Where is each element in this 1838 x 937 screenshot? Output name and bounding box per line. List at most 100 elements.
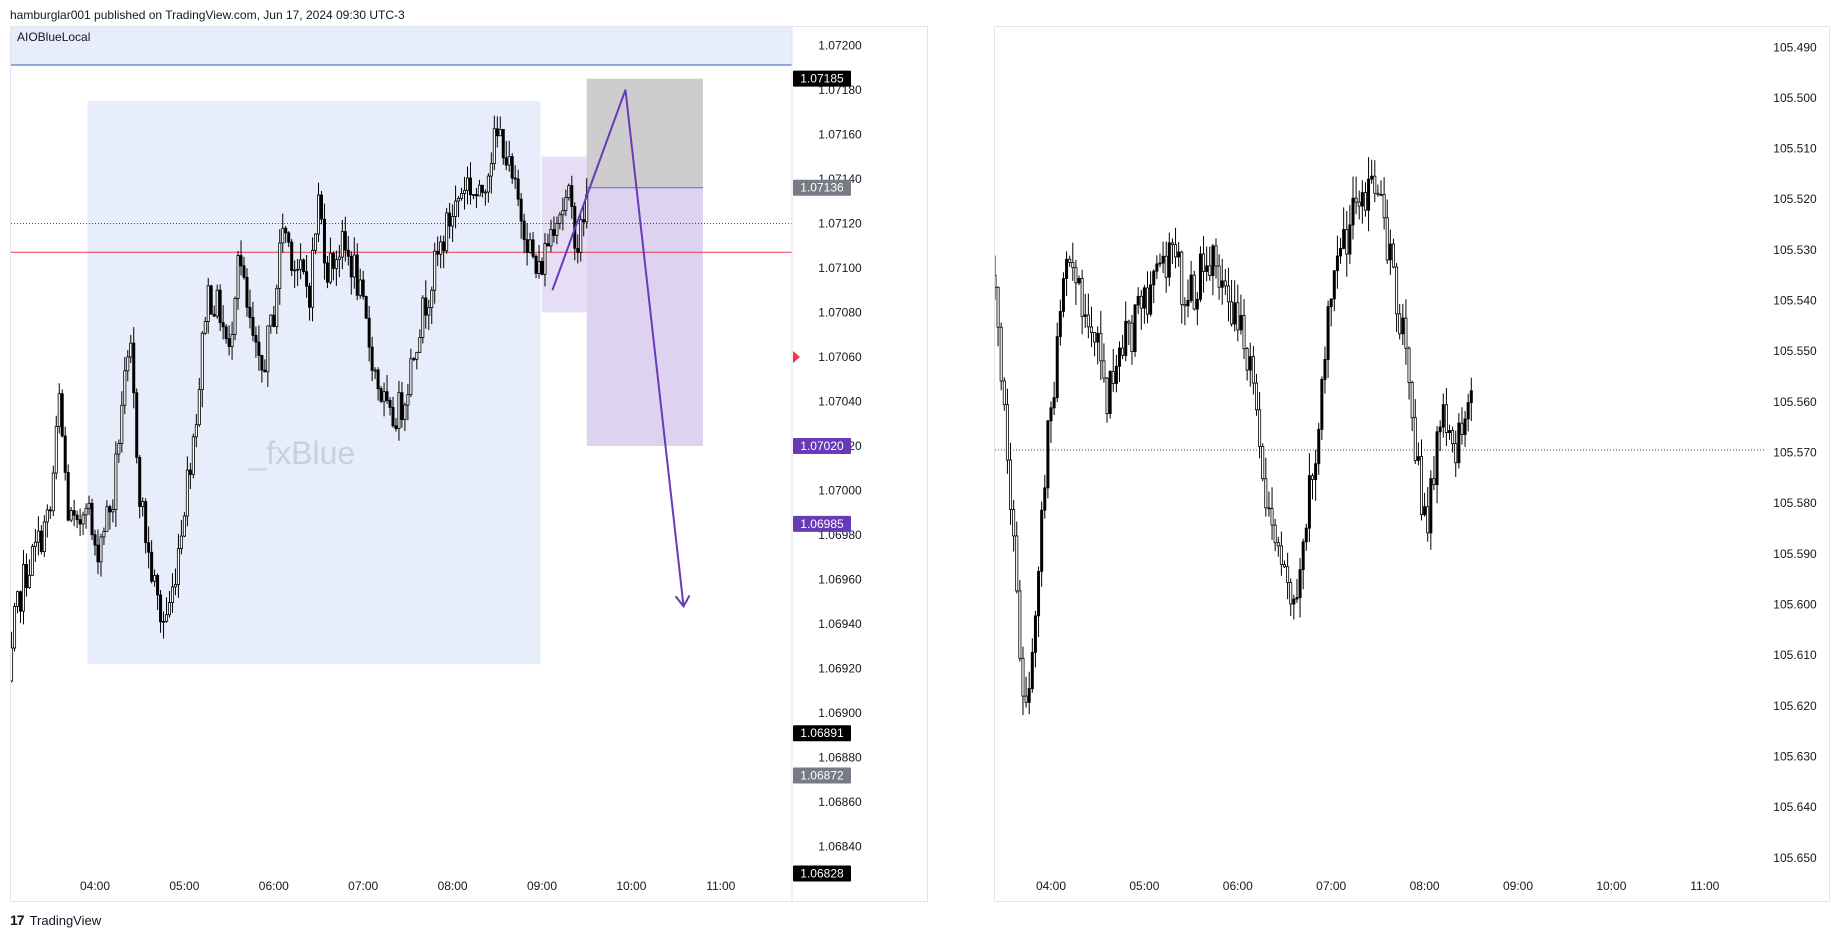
candle — [349, 251, 353, 295]
candle — [1015, 521, 1019, 594]
tradingview-logo-icon: 17 — [10, 912, 25, 928]
candle — [200, 331, 204, 408]
candle — [156, 573, 160, 610]
price-tag[interactable]: 1.06872 — [793, 767, 851, 784]
candle — [54, 415, 58, 480]
candle — [1108, 370, 1112, 419]
candle — [1239, 294, 1243, 335]
y-tick-label: 105.550 — [1773, 344, 1817, 358]
candle — [1152, 269, 1156, 304]
right-chart-svg[interactable]: 105.490 105.500 105.510 105.520 105.530 105.5… — [995, 27, 1829, 901]
candle — [117, 439, 121, 463]
candle — [540, 257, 544, 276]
candle — [24, 553, 28, 597]
candle — [69, 506, 73, 523]
candle — [451, 204, 455, 243]
left-chart-svg[interactable]: AIOBlueLocal_fxBlue1.072001.071801.07160… — [11, 27, 927, 901]
candle — [1314, 449, 1318, 501]
left-candles — [11, 115, 589, 683]
candle — [483, 189, 487, 206]
y-tick-label: 1.07040 — [818, 394, 862, 408]
candle — [1061, 272, 1065, 318]
candle — [1258, 391, 1262, 459]
candle — [36, 516, 40, 556]
candle — [549, 219, 553, 253]
candle — [534, 253, 538, 279]
candle — [1005, 388, 1009, 474]
zone-target-zone[interactable] — [586, 187, 703, 446]
candle — [1068, 255, 1072, 267]
candle — [144, 498, 148, 554]
y-tick-label: 105.600 — [1773, 598, 1817, 612]
candle — [322, 203, 326, 280]
alert-marker-icon[interactable] — [793, 350, 800, 363]
candle — [314, 233, 318, 255]
price-tag[interactable]: 1.07136 — [793, 179, 851, 196]
candle — [337, 244, 341, 278]
candle — [311, 237, 315, 322]
candle — [1189, 260, 1193, 303]
candle — [1099, 310, 1103, 381]
candle — [1052, 381, 1056, 416]
candle — [492, 115, 496, 171]
candle — [439, 235, 443, 269]
zone-stop-zone[interactable] — [586, 78, 703, 188]
candle — [1217, 254, 1221, 300]
candle — [579, 215, 583, 262]
projection-arrow[interactable] — [551, 89, 685, 607]
y-tick-label: 105.610 — [1773, 648, 1817, 662]
candle — [1342, 207, 1346, 250]
x-tick-label: 07:00 — [348, 879, 378, 893]
price-tag[interactable]: 1.06985 — [793, 515, 851, 532]
candle — [1065, 251, 1069, 296]
candle — [272, 305, 276, 328]
candle — [445, 207, 449, 254]
candle — [93, 529, 97, 556]
candle — [519, 192, 523, 239]
price-tag[interactable]: 1.07185 — [793, 70, 851, 87]
candle — [501, 128, 505, 165]
candle — [370, 336, 374, 382]
candle — [1074, 259, 1078, 306]
candle — [373, 367, 377, 380]
candle — [48, 506, 52, 519]
candle — [1429, 470, 1433, 550]
candle — [1351, 176, 1355, 240]
candle — [1348, 204, 1352, 264]
candle — [1432, 456, 1436, 491]
candle — [263, 359, 267, 373]
price-tag[interactable]: 1.06891 — [793, 725, 851, 742]
candle — [299, 243, 303, 280]
candle — [1049, 401, 1053, 443]
right-chart-panel[interactable]: 105.490 105.500 105.510 105.520 105.530 105.5… — [994, 26, 1830, 902]
candle — [1226, 267, 1230, 322]
candle — [454, 185, 458, 229]
indicator-label[interactable]: AIOBlueLocal — [17, 30, 90, 44]
candle — [1230, 279, 1234, 327]
y-tick-label: 105.650 — [1773, 851, 1817, 865]
candle — [1317, 422, 1321, 475]
footer-brand[interactable]: 17 TradingView — [10, 912, 101, 928]
candle — [1164, 241, 1168, 293]
candle — [465, 166, 469, 205]
candle — [1311, 473, 1315, 500]
candle — [1466, 393, 1470, 432]
candle — [1248, 342, 1252, 387]
candle — [1307, 453, 1311, 543]
candle — [379, 386, 383, 404]
candle — [1298, 558, 1302, 618]
left-chart-panel[interactable]: AIOBlueLocal _fxBlue 1.07200 1.07180 1.07160… — [10, 26, 928, 902]
candle — [194, 414, 198, 448]
candle — [498, 116, 502, 137]
candle — [84, 503, 88, 529]
y-tick-label: 105.560 — [1773, 395, 1817, 409]
candle — [1367, 157, 1371, 232]
price-tag[interactable]: 1.06828 — [793, 865, 851, 882]
candle — [141, 497, 145, 517]
candle — [1018, 580, 1022, 662]
candle — [403, 402, 407, 432]
price-tag[interactable]: 1.07020 — [793, 438, 851, 454]
candle — [1093, 331, 1097, 357]
candle — [1301, 538, 1305, 590]
candle — [1089, 306, 1093, 348]
